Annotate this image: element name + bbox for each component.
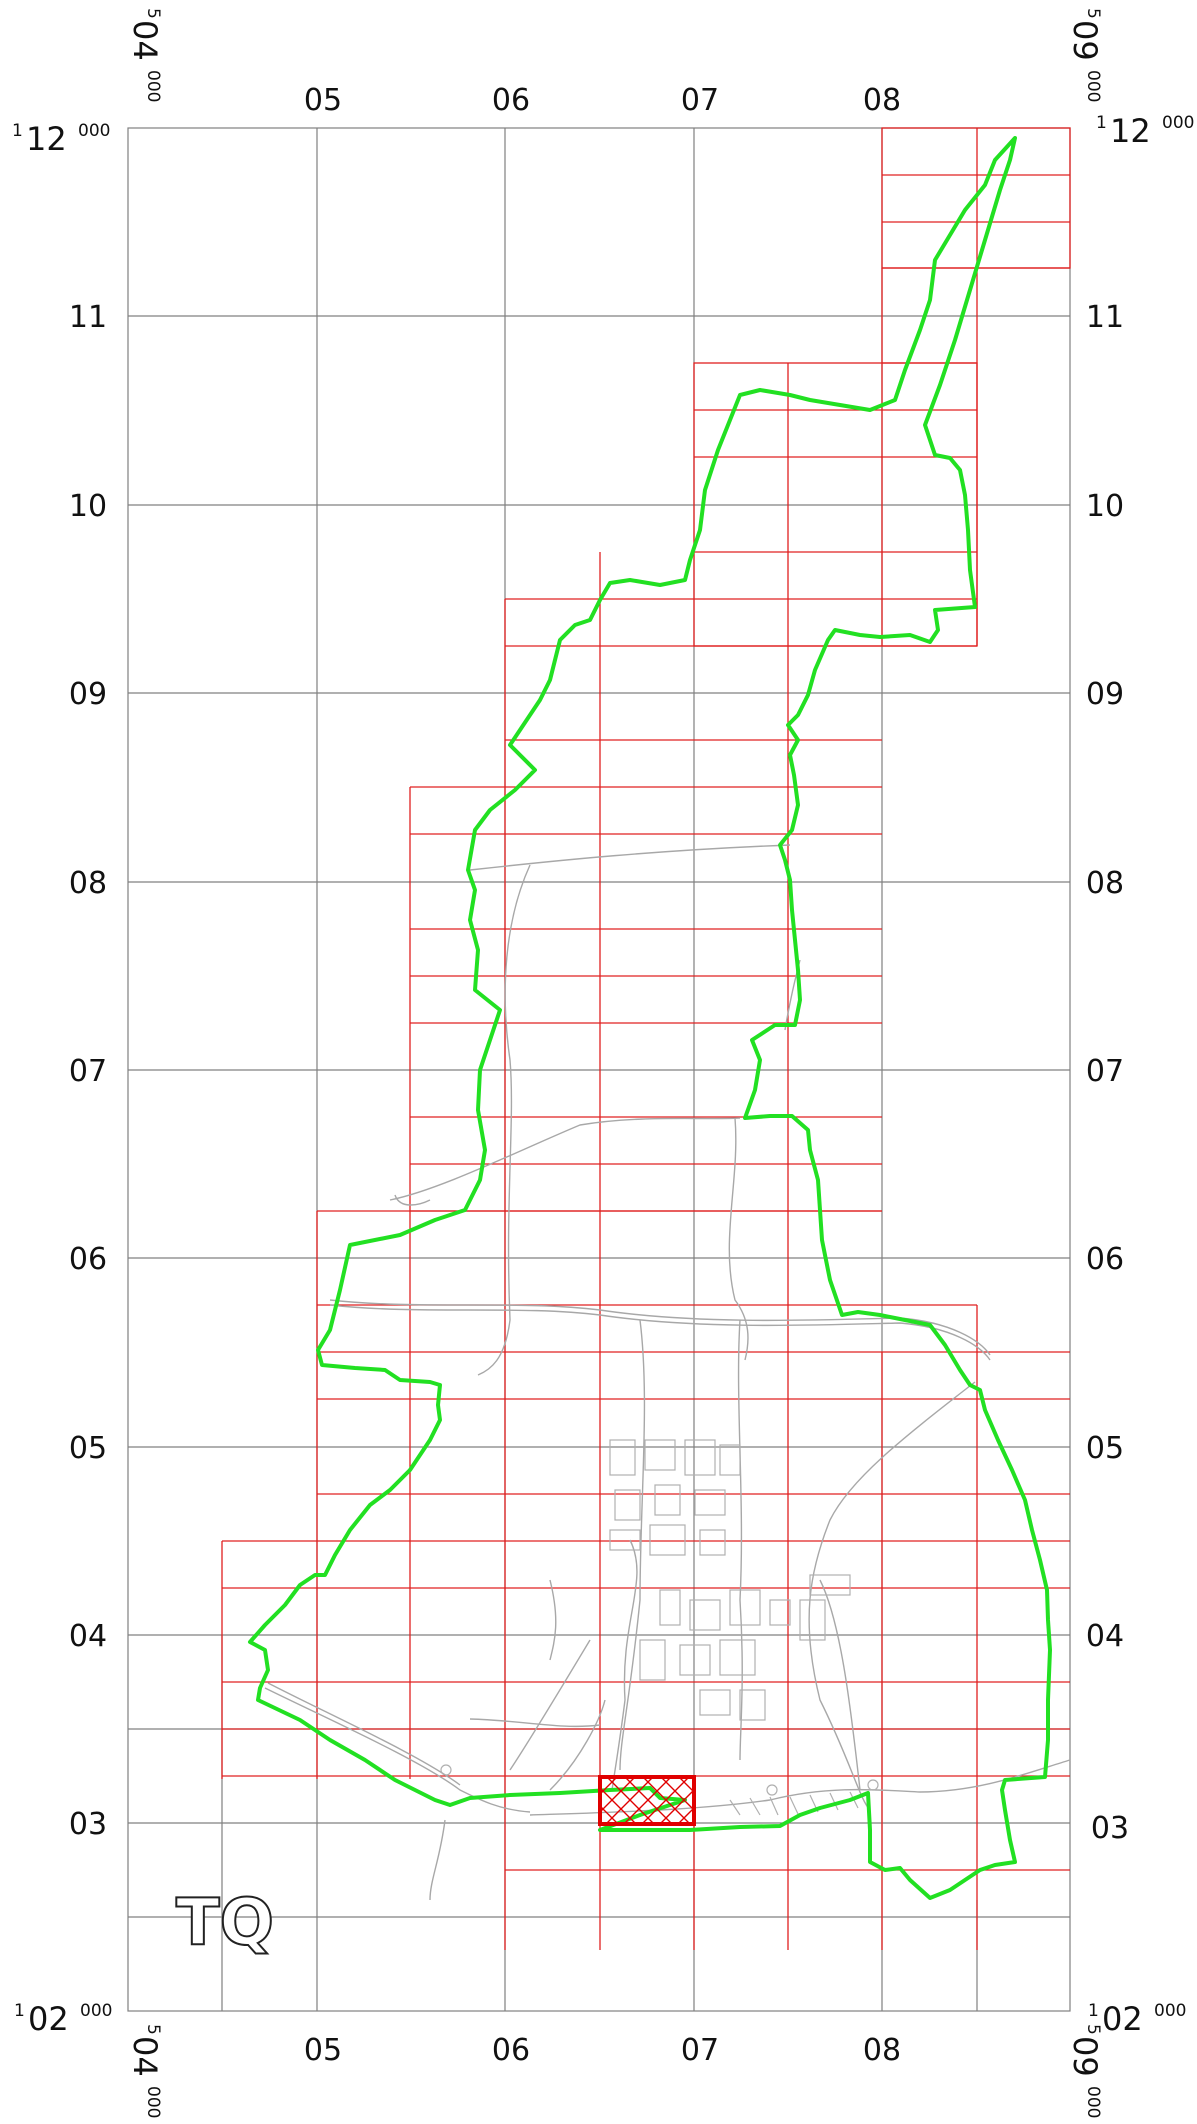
x-label-08-top: 08 [863, 83, 901, 118]
bl-easting-prefix: 5 [143, 2024, 163, 2035]
tr-easting-prefix: 5 [1083, 8, 1103, 19]
y-label-06-left: 06 [69, 1242, 107, 1277]
y-label-05-left: 05 [69, 1431, 107, 1466]
y-label-06-right: 06 [1086, 1242, 1124, 1277]
tr-northing-suffix: 000 [1162, 113, 1194, 133]
x-label-06-top: 06 [492, 83, 530, 118]
y-label-09-right: 09 [1086, 677, 1124, 712]
y-label-11-left: 11 [69, 300, 107, 335]
y-label-04-left: 04 [69, 1619, 107, 1654]
x-label-05-top: 05 [304, 83, 342, 118]
br-easting-suffix: 000 [1083, 2086, 1103, 2118]
corner-northing-top-left: 1 12 000 [12, 120, 110, 158]
br-northing-suffix: 000 [1154, 2001, 1186, 2021]
x-label-06-bottom: 06 [492, 2033, 530, 2068]
boundary-outline [248, 136, 1052, 1900]
tl-northing-main: 12 [26, 120, 67, 158]
y-label-10-left: 10 [69, 489, 107, 524]
tl-northing-suffix: 000 [78, 121, 110, 141]
corner-northing-top-right: 1 12 000 [1096, 112, 1194, 150]
y-label-05-right: 05 [1086, 1431, 1124, 1466]
br-easting-main: 09 [1066, 2036, 1104, 2077]
town-streets [440, 1439, 879, 1816]
bl-northing-suffix: 000 [80, 2001, 112, 2021]
y-label-09-left: 09 [69, 677, 107, 712]
x-label-05-bottom: 05 [304, 2033, 342, 2068]
br-northing-prefix: 1 [1088, 2001, 1099, 2021]
grid-labels-top: 05 06 07 08 [304, 83, 901, 118]
tl-northing-prefix: 1 [12, 121, 23, 141]
bl-easting-main: 04 [126, 2036, 164, 2077]
corner-easting-top-right: 5 09 000 [1066, 8, 1104, 102]
sheet-grid [221, 127, 1071, 1950]
br-easting-prefix: 5 [1083, 2024, 1103, 2035]
y-label-04-right: 04 [1086, 1619, 1124, 1654]
bl-easting-suffix: 000 [143, 2086, 163, 2118]
corner-northing-bottom-right: 1 02 000 [1088, 2000, 1186, 2038]
y-label-11-right: 11 [1086, 300, 1124, 335]
x-label-07-bottom: 07 [681, 2033, 719, 2068]
corner-easting-bottom-right: 5 09 000 [1066, 2024, 1104, 2118]
y-label-10-right: 10 [1086, 489, 1124, 524]
grid-labels-left: 11 10 09 08 07 06 05 04 03 [69, 300, 107, 1842]
tr-northing-prefix: 1 [1096, 113, 1107, 133]
y-label-03-left: 03 [69, 1807, 107, 1842]
corner-easting-bottom-left: 5 04 000 [126, 2024, 164, 2118]
y-label-07-left: 07 [69, 1054, 107, 1089]
corner-easting-top-left: 5 04 000 [126, 8, 164, 102]
grid-labels-right: 11 10 09 08 07 06 05 04 03 [1086, 300, 1129, 1846]
grid-labels-bottom: 05 06 07 08 [304, 2033, 901, 2068]
y-label-08-left: 08 [69, 866, 107, 901]
highlighted-sheet [598, 1775, 696, 1826]
bl-northing-main: 02 [28, 2000, 69, 2038]
tr-northing-main: 12 [1110, 112, 1151, 150]
tl-easting-prefix: 5 [143, 8, 163, 19]
grid-square-letters: TQ [176, 1886, 274, 1960]
tr-easting-main: 09 [1066, 20, 1104, 61]
x-label-08-bottom: 08 [863, 2033, 901, 2068]
tr-easting-suffix: 000 [1083, 70, 1103, 102]
tl-easting-suffix: 000 [143, 70, 163, 102]
x-label-07-top: 07 [681, 83, 719, 118]
tl-easting-main: 04 [126, 20, 164, 61]
y-label-07-right: 07 [1086, 1054, 1124, 1089]
br-northing-main: 02 [1102, 2000, 1143, 2038]
corner-northing-bottom-left: 1 02 000 [14, 2000, 112, 2038]
bl-northing-prefix: 1 [14, 2001, 25, 2021]
y-label-03-right: 03 [1091, 1811, 1129, 1846]
y-label-08-right: 08 [1086, 866, 1124, 901]
